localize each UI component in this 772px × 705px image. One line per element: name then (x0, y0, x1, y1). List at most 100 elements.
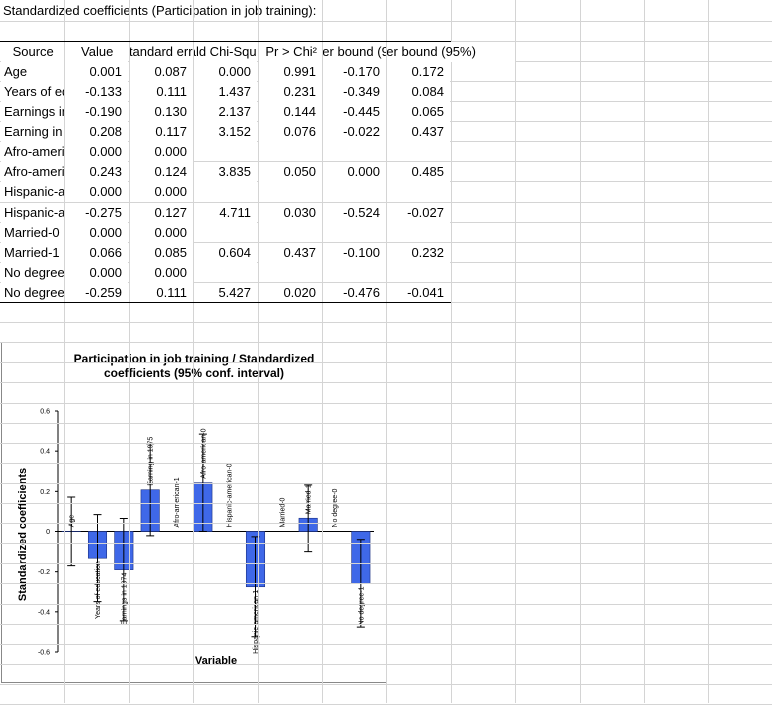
table-cell: -0.275 (65, 203, 128, 223)
table-cell: -0.445 (323, 102, 386, 122)
column-header: Standard error (130, 42, 193, 62)
table-cell: 0.437 (259, 243, 322, 263)
table-cell: 0.000 (323, 162, 386, 182)
y-tick-label: -0.6 (38, 650, 50, 657)
grid-line (0, 624, 772, 625)
table-cell: 0.117 (130, 122, 193, 142)
row-label: Earning in 1975 (1, 122, 64, 142)
grid-line (451, 0, 452, 703)
table-cell: 0.000 (130, 142, 193, 162)
table-cell: 0.144 (259, 102, 322, 122)
grid-line (515, 0, 516, 703)
column-header-text: Standard error (130, 42, 193, 62)
row-label: Married-1 (1, 243, 64, 263)
table-cell: 0.604 (194, 243, 257, 263)
y-tick-label: 0.2 (40, 489, 50, 496)
row-label: Hispanic-american-1 (1, 203, 64, 223)
row-label: No degree-0 (1, 263, 64, 283)
table-cell: -0.133 (65, 82, 128, 102)
column-header-text: Wald Chi-Square (194, 42, 257, 62)
table-cell: 0.020 (259, 283, 322, 303)
table-cell: 0.050 (259, 162, 322, 182)
grid-line (0, 443, 772, 444)
table-cell: 0.030 (259, 203, 322, 223)
row-label: No degree-1 (1, 283, 64, 303)
row-label: Age (1, 62, 64, 82)
table-cell: 3.835 (194, 162, 257, 182)
y-tick-label: -0.4 (38, 609, 50, 616)
row-label: Years of education (1, 82, 64, 102)
grid-line (708, 0, 709, 703)
table-cell: 0.000 (65, 182, 128, 202)
grid-line (0, 21, 772, 22)
table-cell: 0.000 (65, 223, 128, 243)
table-cell: 0.085 (130, 243, 193, 263)
column-header-text: Value (81, 42, 113, 62)
table-cell: 0.000 (65, 142, 128, 162)
table-cell: 0.084 (387, 82, 450, 102)
table-cell: -0.476 (323, 283, 386, 303)
table-cell: 0.485 (387, 162, 450, 182)
grid-line (0, 503, 772, 504)
row-label: Married-0 (1, 223, 64, 243)
table-cell: 0.208 (65, 122, 128, 142)
table-cell: 3.152 (194, 122, 257, 142)
table-cell: 0.231 (259, 82, 322, 102)
table-cell: 0.000 (130, 263, 193, 283)
category-label: No degree-1 (358, 586, 365, 625)
category-label: Years of education (95, 561, 102, 619)
column-header: Source (1, 42, 64, 62)
table-border (0, 41, 451, 42)
chart-title: Participation in job training / Standard… (64, 352, 324, 380)
grid-line (0, 342, 772, 343)
grid-line (0, 664, 772, 665)
column-header-text: Upper bound (95%) (387, 42, 476, 62)
table-cell: 0.000 (130, 182, 193, 202)
grid-line (580, 0, 581, 703)
category-label: Age (69, 515, 76, 528)
table-cell: 0.111 (130, 82, 193, 102)
column-header-text: Pr > Chi² (265, 42, 317, 62)
grid-line (0, 684, 772, 685)
table-cell: 0.111 (130, 283, 193, 303)
grid-line (644, 0, 645, 703)
grid-line (0, 563, 772, 564)
table-cell: 1.437 (194, 82, 257, 102)
table-cell: -0.022 (323, 122, 386, 142)
grid-line (0, 523, 772, 524)
table-cell: 0.087 (130, 62, 193, 82)
x-axis-title: Variable (195, 655, 237, 667)
y-tick-label: 0.6 (40, 409, 50, 416)
table-cell: 2.137 (194, 102, 257, 122)
table-cell: 0.172 (387, 62, 450, 82)
table-cell: 0.001 (65, 62, 128, 82)
table-cell: 0.000 (130, 223, 193, 243)
table-cell: -0.170 (323, 62, 386, 82)
grid-line (0, 382, 772, 383)
y-tick-label: 0 (46, 529, 50, 536)
grid-line (0, 583, 772, 584)
grid-line (0, 463, 772, 464)
table-cell: -0.100 (323, 243, 386, 263)
table-cell: -0.190 (65, 102, 128, 122)
grid-line (0, 362, 772, 363)
category-label: Married-1 (306, 484, 313, 514)
row-label: Afro-american-0 (1, 162, 64, 182)
table-cell: -0.259 (65, 283, 128, 303)
table-cell: 0.076 (259, 122, 322, 142)
grid-line (0, 322, 772, 323)
table-cell: 4.711 (194, 203, 257, 223)
table-cell: -0.524 (323, 203, 386, 223)
grid-line (0, 543, 772, 544)
table-border (0, 302, 451, 303)
table-cell: 0.130 (130, 102, 193, 122)
column-header: Pr > Chi² (259, 42, 322, 62)
grid-line (0, 483, 772, 484)
column-header: Upper bound (95%) (387, 42, 515, 62)
y-tick-label: -0.2 (38, 569, 50, 576)
table-cell: 0.066 (65, 243, 128, 263)
table-cell: 0.437 (387, 122, 450, 142)
